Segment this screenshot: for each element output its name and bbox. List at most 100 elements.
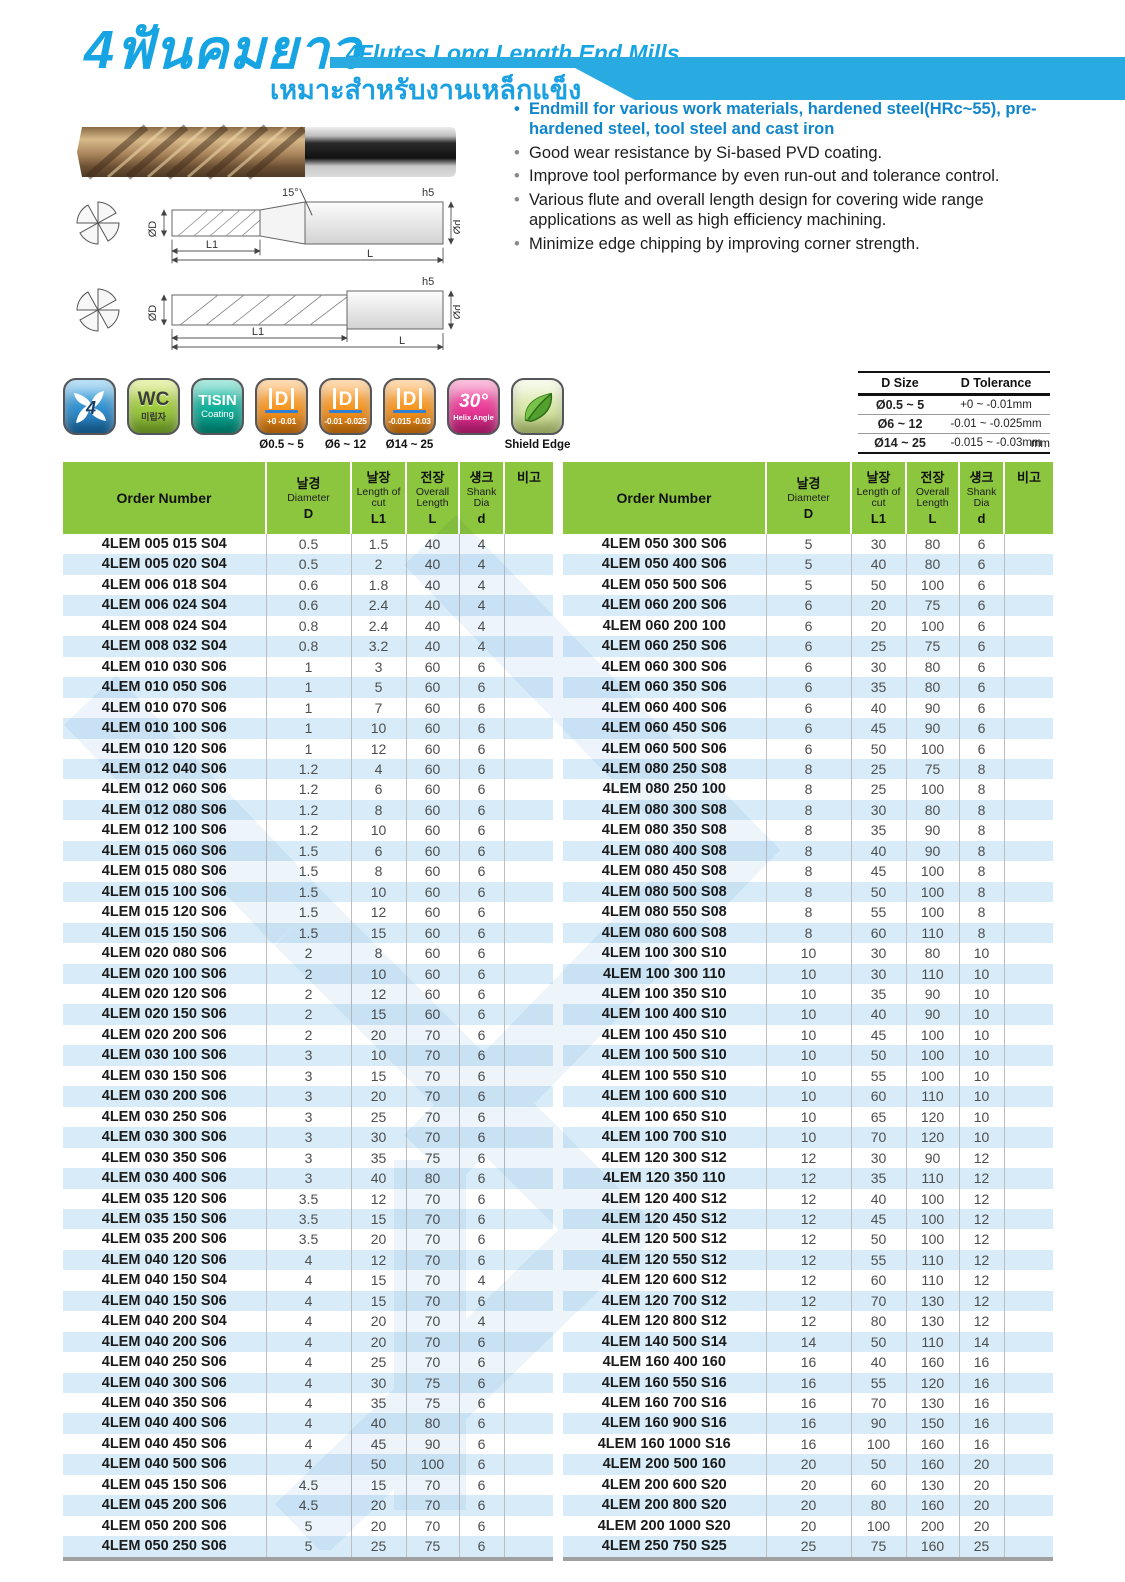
- table-row: 4LEM 100 500 S10 10 50 100 10: [563, 1045, 1053, 1066]
- order-number-cell: 4LEM 015 080 S06: [101, 863, 227, 880]
- diameter-cell: 4: [265, 1454, 351, 1475]
- overall-length-cell: 60: [405, 718, 459, 739]
- order-number-cell: 4LEM 006 024 S04: [101, 597, 227, 614]
- diameter-cell: 1: [265, 677, 351, 698]
- length-of-cut-cell: 80: [850, 1495, 906, 1516]
- length-of-cut-cell: 20: [850, 595, 906, 616]
- diameter-cell: 4.5: [265, 1474, 351, 1496]
- overall-length-cell: 80: [905, 534, 959, 555]
- overall-length-cell: 100: [905, 1208, 959, 1230]
- diameter-cell: 2: [265, 943, 351, 964]
- table-row: 4LEM 100 700 S10 10 70 120 10: [563, 1127, 1053, 1148]
- overall-length-cell: 70: [405, 1311, 459, 1332]
- overall-length-cell: 70: [405, 1331, 459, 1353]
- shank-dia-header: 섕크 Shank Dia d: [458, 462, 504, 534]
- icon-tolerance-small: D +0 -0.01 Ø0.5 ~ 5: [255, 378, 308, 451]
- diameter-cell: 4: [265, 1352, 351, 1373]
- order-number-cell: 4LEM 040 200 S06: [101, 1333, 227, 1350]
- overall-length-cell: 100: [905, 1045, 959, 1066]
- shank-dia-cell: 4: [458, 595, 504, 616]
- svg-text:h5: h5: [422, 276, 434, 288]
- remark-cell: [503, 697, 553, 719]
- diameter-cell: 2: [265, 983, 351, 1005]
- table-row: 4LEM 012 040 S06 1.2 4 60 6: [63, 758, 553, 780]
- diameter-cell: 0.6: [265, 595, 351, 616]
- remark-cell: [503, 1045, 553, 1066]
- shank-dia-cell: 10: [958, 1004, 1004, 1025]
- table-row: 4LEM 050 250 S06 5 25 75 6: [63, 1536, 553, 1559]
- shank-dia-cell: 6: [458, 1290, 504, 1312]
- diameter-cell: 1.2: [265, 758, 351, 780]
- table-row: 4LEM 008 024 S04 0.8 2.4 40 4: [63, 615, 553, 637]
- shank-dia-cell: 10: [958, 943, 1004, 964]
- table-row: 4LEM 120 350 110 12 35 110 12: [563, 1168, 1053, 1189]
- order-number-cell: 4LEM 100 500 S10: [601, 1047, 727, 1064]
- table-row: 4LEM 080 400 S08 8 40 90 8: [563, 840, 1053, 862]
- order-number-cell: 4LEM 035 200 S06: [101, 1231, 227, 1248]
- order-number-cell: 4LEM 050 500 S06: [601, 576, 727, 593]
- remark-cell: [503, 1004, 553, 1025]
- length-of-cut-cell: 8: [350, 943, 406, 964]
- length-of-cut-cell: 70: [850, 1393, 906, 1414]
- order-number-cell: 4LEM 020 200 S06: [101, 1026, 227, 1043]
- overall-length-cell: 110: [905, 1270, 959, 1291]
- diameter-cell: 20: [765, 1454, 851, 1475]
- order-number-cell: 4LEM 080 600 S08: [601, 924, 727, 941]
- shank-dia-cell: 6: [458, 1004, 504, 1025]
- length-of-cut-cell: 20: [350, 1024, 406, 1046]
- diameter-cell: 6: [765, 615, 851, 637]
- remark-cell: [1003, 1188, 1053, 1209]
- order-number-cell: 4LEM 160 550 S16: [601, 1374, 727, 1391]
- remark-cell: [503, 1372, 553, 1394]
- diameter-cell: 0.8: [265, 636, 351, 657]
- shank-dia-cell: 20: [958, 1495, 1004, 1516]
- length-of-cut-header: 날장 Length of cut L1: [850, 462, 906, 534]
- diameter-cell: 1: [265, 656, 351, 678]
- remark-cell: [1003, 779, 1053, 800]
- d-tolerance-header: D Tolerance: [942, 372, 1050, 396]
- overall-length-cell: 60: [405, 799, 459, 821]
- overall-length-cell: 100: [905, 902, 959, 923]
- diameter-cell: 0.5: [265, 534, 351, 555]
- order-number-cell: 4LEM 060 400 S06: [601, 699, 727, 716]
- order-number-cell: 4LEM 045 150 S06: [101, 1476, 227, 1493]
- length-of-cut-cell: 70: [850, 1290, 906, 1312]
- table-row: 4LEM 050 300 S06 5 30 80 6: [563, 534, 1053, 555]
- remark-cell: [1003, 554, 1053, 575]
- length-of-cut-cell: 35: [850, 1168, 906, 1189]
- length-of-cut-cell: 10: [350, 1045, 406, 1066]
- remark-cell: [1003, 1515, 1053, 1537]
- table-row: 4LEM 120 500 S12 12 50 100 12: [563, 1229, 1053, 1250]
- remark-cell: [503, 1331, 553, 1353]
- diameter-cell: 8: [765, 758, 851, 780]
- length-of-cut-cell: 40: [850, 1004, 906, 1025]
- length-of-cut-cell: 30: [850, 943, 906, 964]
- shank-dia-cell: 6: [458, 922, 504, 944]
- table-row: 4LEM 120 700 S12 12 70 130 12: [563, 1290, 1053, 1312]
- order-number-cell: 4LEM 120 700 S12: [601, 1292, 727, 1309]
- icon-tolerance-mid: D -0.01 -0.025 Ø6 ~ 12: [319, 378, 372, 451]
- overall-length-cell: 100: [905, 1188, 959, 1209]
- remark-cell: [503, 922, 553, 944]
- overall-length-cell: 110: [905, 1086, 959, 1107]
- remark-cell: [1003, 1331, 1053, 1353]
- shank-dia-cell: 8: [958, 799, 1004, 821]
- diameter-cell: 2: [265, 1024, 351, 1046]
- shank-dia-cell: 20: [958, 1474, 1004, 1496]
- remark-cell: [503, 1515, 553, 1537]
- shank-dia-cell: 10: [958, 1106, 1004, 1128]
- diameter-cell: 0.5: [265, 554, 351, 575]
- remark-cell: [503, 1495, 553, 1516]
- overall-length-cell: 70: [405, 1024, 459, 1046]
- diameter-cell: 6: [765, 677, 851, 698]
- order-number-cell: 4LEM 080 350 S08: [601, 822, 727, 839]
- length-of-cut-cell: 1.5: [350, 534, 406, 555]
- length-of-cut-cell: 25: [850, 636, 906, 657]
- length-of-cut-cell: 45: [850, 861, 906, 882]
- table-row: 4LEM 035 200 S06 3.5 20 70 6: [63, 1229, 553, 1250]
- table-row: 4LEM 040 300 S06 4 30 75 6: [63, 1372, 553, 1394]
- shank-dia-cell: 8: [958, 758, 1004, 780]
- overall-length-cell: 70: [405, 1290, 459, 1312]
- diameter-cell: 1.5: [265, 922, 351, 944]
- remark-cell: [1003, 677, 1053, 698]
